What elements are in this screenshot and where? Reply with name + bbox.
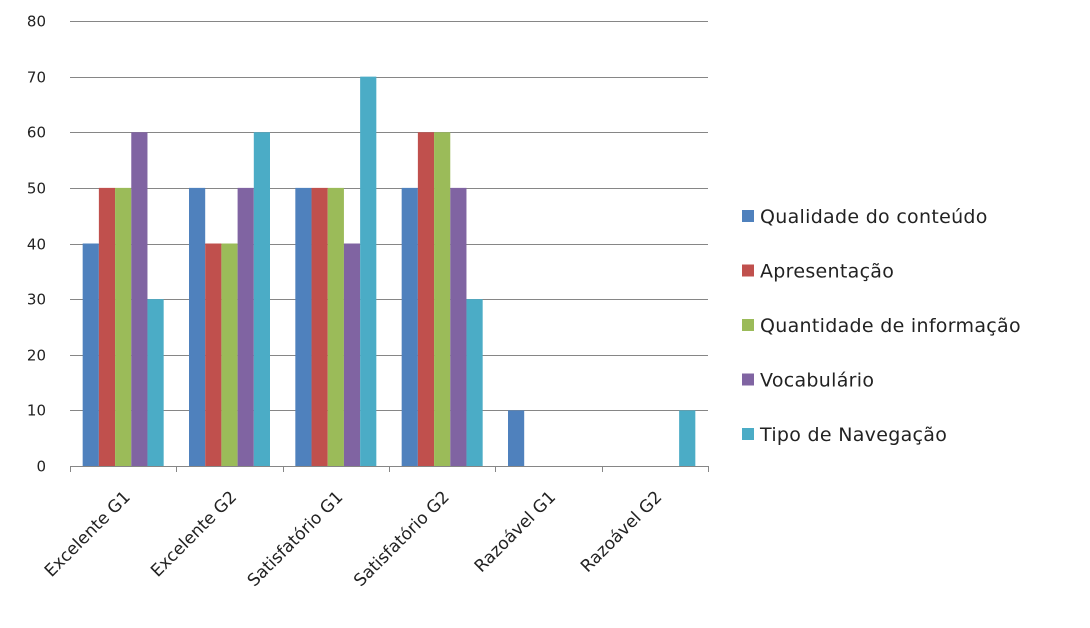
legend-label: Quantidade de informação (760, 315, 1021, 337)
x-axis-category-labels: Excelente G1 Excelente G2 Satisfatório G1 S… (41, 487, 667, 591)
x-category-label: Satisfatório G1 (244, 487, 348, 591)
bars (82, 76, 696, 467)
bar (401, 187, 418, 467)
x-axis (70, 466, 709, 472)
legend-swatch (742, 210, 754, 222)
y-tick-label: 0 (36, 458, 46, 476)
bar (253, 132, 270, 466)
legend-label: Vocabulário (760, 370, 874, 392)
gridlines (70, 21, 708, 411)
legend: Qualidade do conteúdo Apresentação Quantid… (742, 206, 1021, 446)
x-category-label: Razoável G2 (577, 487, 666, 576)
y-tick-label: 40 (27, 236, 46, 254)
bar (82, 243, 99, 466)
bar (360, 76, 377, 467)
bar (450, 187, 467, 467)
x-category-label: Razoável G1 (471, 487, 560, 576)
legend-swatch (742, 373, 754, 386)
bar (417, 132, 435, 466)
x-category-label: Excelente G1 (41, 487, 135, 581)
y-axis-tick-labels: 0 10 20 30 40 50 60 70 80 (27, 13, 46, 476)
bar (311, 187, 328, 467)
legend-swatch (742, 264, 754, 277)
y-tick-label: 50 (27, 180, 46, 198)
bar (131, 132, 148, 466)
bar (679, 410, 696, 467)
y-tick-label: 10 (27, 402, 46, 420)
bar (205, 243, 222, 466)
bar (147, 299, 164, 467)
legend-label: Tipo de Navegação (759, 424, 947, 446)
legend-label: Qualidade do conteúdo (760, 206, 988, 228)
x-category-label: Excelente G2 (147, 487, 241, 581)
y-tick-label: 60 (27, 124, 46, 142)
bar (115, 187, 132, 467)
bar (237, 187, 254, 467)
y-tick-label: 80 (27, 13, 46, 31)
bar (508, 410, 525, 467)
legend-swatch (742, 428, 754, 440)
bar (466, 299, 483, 467)
bar (434, 132, 451, 466)
bar (98, 187, 116, 467)
bar (221, 243, 238, 466)
x-category-label: Satisfatório G2 (350, 487, 454, 591)
bar (343, 243, 361, 466)
y-tick-label: 20 (27, 347, 46, 365)
y-tick-label: 30 (27, 291, 46, 309)
bar (295, 187, 312, 467)
y-tick-label: 70 (27, 69, 46, 87)
bar (327, 187, 344, 467)
legend-swatch (742, 319, 754, 331)
legend-label: Apresentação (760, 261, 894, 283)
bar (189, 187, 206, 467)
